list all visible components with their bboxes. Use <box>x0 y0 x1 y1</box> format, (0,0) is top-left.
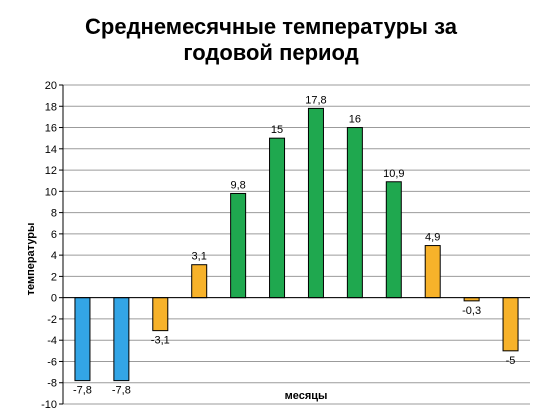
y-tick-label: 20 <box>45 80 57 92</box>
data-labels: -7,8 -7,8 -3,1 3,1 9,8 15 17,8 16 10,9 4,9 -0,3 -5 <box>73 94 515 396</box>
data-label: 15 <box>271 124 283 136</box>
y-tick-label: -8 <box>47 378 57 390</box>
data-label: -7,8 <box>73 385 92 397</box>
y-tick-label: -6 <box>47 356 57 368</box>
y-tick-label: 6 <box>51 229 57 241</box>
bar <box>385 181 402 299</box>
bar <box>230 192 247 299</box>
chart-title-line1: Среднемесячные температуры за <box>85 14 457 39</box>
y-tick-label: -2 <box>47 314 57 326</box>
data-label: 10,9 <box>383 168 404 180</box>
y-tick-label: 10 <box>45 186 57 198</box>
y-tick-label: 16 <box>45 123 57 135</box>
bar <box>346 127 363 299</box>
bar <box>307 107 324 299</box>
y-tick-label: 18 <box>45 101 57 113</box>
bars <box>74 107 519 382</box>
y-tick-label: -10 <box>41 399 57 411</box>
y-tick-label: 14 <box>45 144 57 156</box>
y-tick-label: 2 <box>51 271 57 283</box>
y-tick-label: -4 <box>47 335 57 347</box>
grid-lines <box>63 84 530 405</box>
y-axis-ticks: -10 -8 -6 -4 -2 0 2 4 6 8 10 12 14 16 18 20 <box>41 80 63 411</box>
x-axis-title: месяцы <box>285 390 328 402</box>
data-label: -0,3 <box>462 305 481 317</box>
data-label: -3,1 <box>151 335 170 347</box>
y-tick-label: 4 <box>51 250 57 262</box>
bar <box>152 297 169 332</box>
data-label: 4,9 <box>425 232 440 244</box>
y-tick-label: 12 <box>45 165 57 177</box>
data-label: 17,8 <box>305 94 326 106</box>
y-axis-title: температуры <box>25 223 37 296</box>
data-label: -7,8 <box>112 385 131 397</box>
y-tick-label: 8 <box>51 208 57 220</box>
bar <box>113 297 130 382</box>
y-tick-label: 0 <box>51 293 57 305</box>
bar <box>74 297 91 382</box>
bar <box>424 245 441 299</box>
bar <box>191 264 208 299</box>
data-label: 9,8 <box>230 179 245 191</box>
chart-title-line2: годовой период <box>183 40 359 65</box>
bar <box>502 297 519 352</box>
data-label: 3,1 <box>192 251 207 263</box>
data-label: -5 <box>506 355 516 367</box>
data-label: 16 <box>349 114 361 126</box>
chart-title: Среднемесячные температуры за годовой пе… <box>0 14 542 66</box>
bar <box>269 137 286 299</box>
